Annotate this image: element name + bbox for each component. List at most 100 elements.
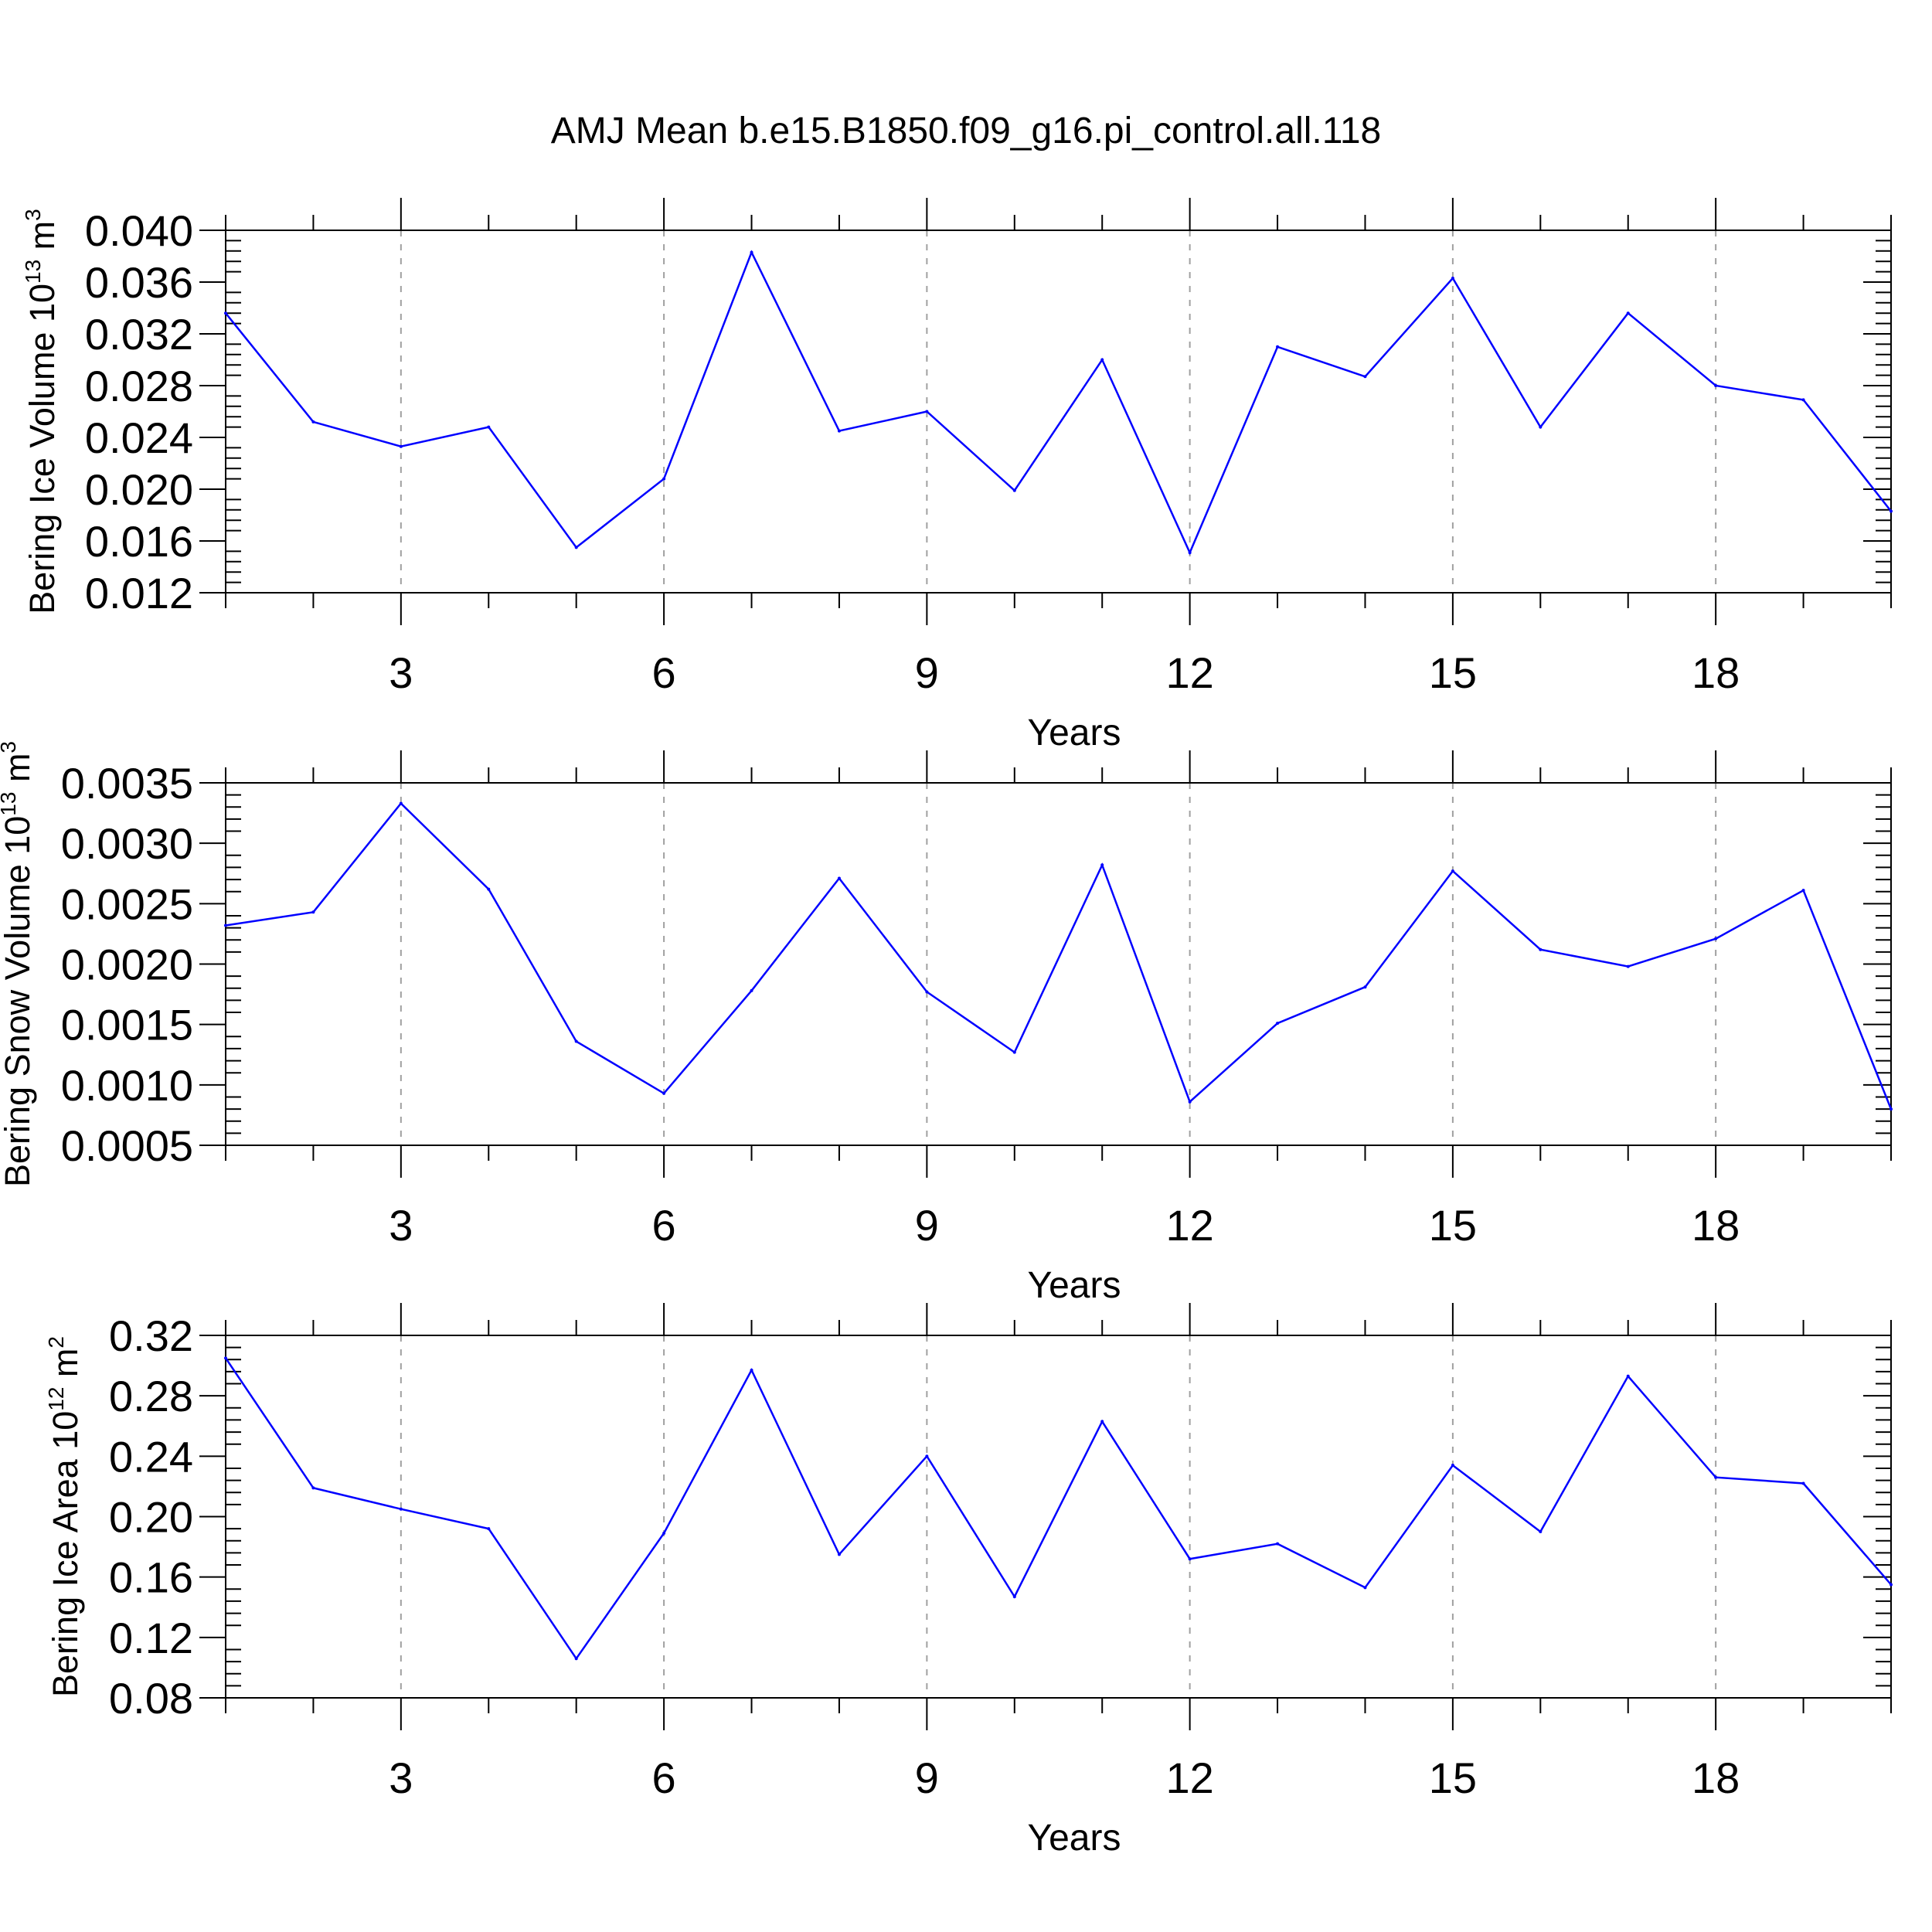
panel-2-x-axis-label: Years xyxy=(1028,1265,1121,1306)
panel-1-y-tick-label: 0.028 xyxy=(85,362,193,410)
panel-1-x-tick-label: 3 xyxy=(389,648,413,697)
panel-3-data-point xyxy=(750,1368,753,1372)
panel-1-data-point xyxy=(1012,488,1016,492)
panel-1-data-point xyxy=(1276,345,1280,349)
panel-2-y-axis-label-part: Bering Snow Volume 10 xyxy=(0,816,37,1187)
panel-1-x-tick-label: 18 xyxy=(1692,648,1740,697)
panel-1-y-tick-label: 0.032 xyxy=(85,310,193,359)
panel-1-data-point xyxy=(1889,509,1893,513)
panel-1-x-tick-label: 9 xyxy=(915,648,939,697)
panel-3-data-point xyxy=(925,1454,929,1458)
panel-2-y-tick-label: 0.0015 xyxy=(61,1001,193,1049)
panel-2-y-tick-label: 0.0035 xyxy=(61,759,193,808)
panel-3-x-tick-label: 12 xyxy=(1165,1753,1213,1802)
panel-3-data-point xyxy=(1188,1557,1192,1561)
panel-2-data-point xyxy=(1276,1022,1280,1026)
panel-2-y-tick-label: 0.0005 xyxy=(61,1121,193,1170)
panel-3-data-point xyxy=(1012,1595,1016,1599)
panel-3-data-point xyxy=(1801,1481,1805,1485)
panel-2-y-tick-label: 0.0025 xyxy=(61,879,193,928)
panel-3-y-axis-label: Bering Ice Area 1012 m2 xyxy=(44,1336,85,1697)
panel-1-x-tick-label: 15 xyxy=(1429,648,1477,697)
panel-3-y-tick-label: 0.24 xyxy=(109,1432,193,1481)
panel-1-data-point xyxy=(925,410,929,413)
panel-2-y-axis-label: Bering Snow Volume 1013 m3 xyxy=(0,741,37,1187)
panel-1-data-point xyxy=(1188,551,1192,555)
panel-1-y-tick-label: 0.024 xyxy=(85,413,193,462)
panel-3-data-point xyxy=(1626,1374,1630,1378)
panel-3-plot-frame xyxy=(225,1335,1892,1699)
panel-1-y-axis-label-part: m xyxy=(22,221,62,260)
panel-3-y-tick-label: 0.20 xyxy=(109,1493,193,1542)
panel-1-y-axis-label-part: Bering Ice Volume 10 xyxy=(22,284,62,614)
panel-3-x-axis-label: Years xyxy=(1028,1818,1121,1859)
panel-2-data-point xyxy=(1626,964,1630,968)
panel-2-y-axis-label-part: 13 xyxy=(0,792,20,816)
panel-3-data-point xyxy=(487,1527,491,1531)
panel-1-y-axis-label-part: 3 xyxy=(21,209,45,221)
panel-1-data-point xyxy=(1100,358,1104,362)
panel-3-data-point xyxy=(1889,1583,1893,1587)
panel-3-data-point xyxy=(1539,1530,1543,1534)
panel-2-data-point xyxy=(1539,947,1543,951)
panel-2-x-tick-label: 18 xyxy=(1692,1201,1740,1250)
panel-3-data-point xyxy=(837,1553,841,1556)
panel-3-x-tick-label: 9 xyxy=(915,1753,939,1802)
panel-2-data-point xyxy=(311,910,315,914)
panel-1-y-axis-label-part: 13 xyxy=(21,260,45,284)
panel-3-y-tick-label: 0.08 xyxy=(109,1674,193,1723)
panel-2-data-point xyxy=(1363,985,1367,989)
panel-1-data-point xyxy=(399,444,403,448)
panel-1-data-point xyxy=(1626,311,1630,315)
panel-2-data-point xyxy=(750,988,753,992)
panel-3-y-axis-label-part: 12 xyxy=(44,1387,68,1411)
panel-2-data-point xyxy=(487,887,491,891)
panel-3-y-axis-label-part: m xyxy=(46,1349,85,1387)
panel-3-y-tick-label: 0.12 xyxy=(109,1614,193,1662)
panel-1-data-point xyxy=(662,477,666,481)
panel-2-y-axis-label-part: m xyxy=(0,753,37,792)
panel-2-x-tick-label: 3 xyxy=(389,1201,413,1250)
panel-1-data-point xyxy=(1801,398,1805,402)
panel-3-data-point xyxy=(311,1486,315,1490)
panel-1-series-line xyxy=(225,250,1892,556)
panel-1-data-point xyxy=(1451,276,1454,280)
panel-1-y-tick-label: 0.036 xyxy=(85,258,193,307)
panel-1-data-point xyxy=(487,425,491,429)
panel-1-y-tick-label: 0.040 xyxy=(85,206,193,255)
panel-3-y-axis-label-part: Bering Ice Area 10 xyxy=(46,1411,85,1697)
panel-3-data-point xyxy=(574,1657,578,1661)
panel-2-data-point xyxy=(399,801,403,805)
panel-2-y-tick-label: 0.0010 xyxy=(61,1061,193,1110)
panel-3-y-tick-label: 0.16 xyxy=(109,1553,193,1602)
panel-3-data-point xyxy=(1100,1420,1104,1423)
panel-2-data-point xyxy=(662,1091,666,1095)
panel-2-data-point xyxy=(1889,1107,1893,1111)
panel-2-data-point xyxy=(224,923,227,927)
panel-3-x-tick-label: 15 xyxy=(1429,1753,1477,1802)
panel-1-data-point xyxy=(574,546,578,549)
panel-1-y-tick-label: 0.012 xyxy=(85,569,193,617)
figure-title: AMJ Mean b.e15.B1850.f09_g16.pi_control.… xyxy=(551,111,1382,151)
panel-3-data-point xyxy=(1363,1586,1367,1590)
panel-2-data-point xyxy=(1714,937,1718,940)
panel-1-data-point xyxy=(224,311,227,315)
panel-2-data-point xyxy=(1100,863,1104,867)
panel-2-x-tick-label: 15 xyxy=(1429,1201,1477,1250)
panel-2-y-tick-label: 0.0020 xyxy=(61,940,193,989)
panel-2-y-tick-label: 0.0030 xyxy=(61,819,193,868)
panel-1-x-tick-label: 6 xyxy=(652,648,676,697)
panel-3-x-tick-label: 3 xyxy=(389,1753,413,1802)
panel-3-data-point xyxy=(1451,1464,1454,1468)
chart-panel-1: 0.0120.0160.0200.0240.0280.0320.0360.040… xyxy=(21,198,1893,753)
panel-2-series-line xyxy=(225,801,1893,1110)
panel-3-y-tick-label: 0.32 xyxy=(109,1311,193,1360)
panel-2-x-tick-label: 9 xyxy=(915,1201,939,1250)
panel-3-series-line xyxy=(224,1357,1892,1661)
panel-2-data-point xyxy=(1451,869,1454,873)
chart-panel-2: 0.0005 0.0010 0.0015 0.0020 0.0025 0.0030 0.00… xyxy=(0,741,1893,1306)
panel-1-data-point xyxy=(311,420,315,423)
panel-2-data-point xyxy=(1801,889,1805,893)
panel-3-data-point xyxy=(224,1356,227,1360)
panel-1-y-tick-label: 0.020 xyxy=(85,465,193,514)
